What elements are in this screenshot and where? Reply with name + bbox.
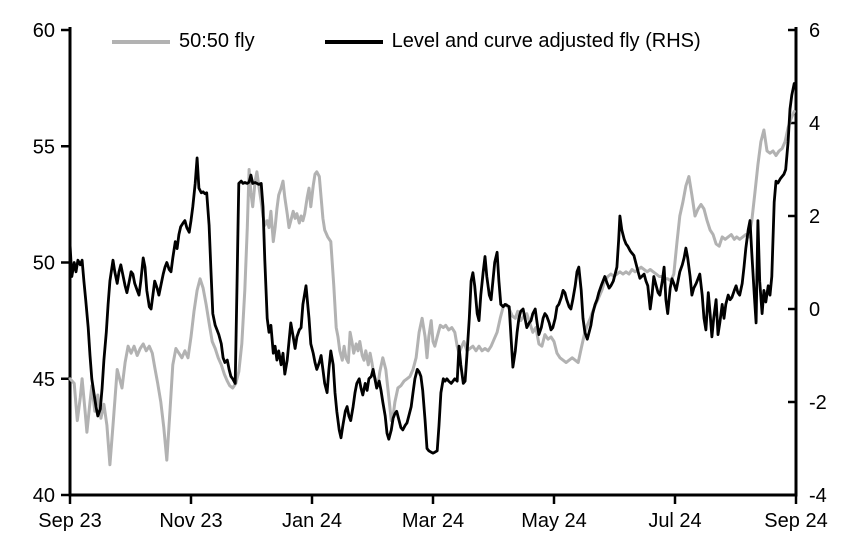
series-line-5050-fly [68, 109, 796, 467]
x-axis-tick-label: Sep 24 [764, 510, 827, 532]
x-axis-tick-label: Mar 24 [402, 510, 464, 532]
legend-item-5050-fly: 50:50 fly [112, 30, 255, 53]
legend-label-adjusted-fly: Level and curve adjusted fly (RHS) [391, 30, 701, 52]
right-axis-tick-label: 6 [809, 20, 820, 42]
right-axis-tick-label: 2 [809, 206, 820, 228]
black-line-sample-icon [324, 39, 383, 44]
legend-item-adjusted-fly: Level and curve adjusted fly (RHS) [324, 30, 701, 53]
gray-line-sample-icon [112, 39, 170, 44]
right-axis-tick-label: 0 [809, 299, 820, 321]
right-axis-tick-label: -2 [809, 392, 827, 414]
x-axis-tick-label: Sep 23 [38, 510, 101, 532]
left-axis-tick-label: 55 [33, 136, 55, 158]
x-axis-tick-label: Nov 23 [159, 510, 222, 532]
x-axis-tick-label: Jul 24 [648, 510, 701, 532]
right-axis-tick-label: -4 [809, 485, 827, 507]
x-axis-tick-label: May 24 [521, 510, 587, 532]
legend-label-5050-fly: 50:50 fly [179, 30, 255, 52]
series-line-adjusted-fly [68, 82, 796, 455]
left-axis-tick-label: 45 [33, 369, 55, 391]
left-axis-tick-label: 60 [33, 20, 55, 42]
right-axis-tick-label: 4 [809, 113, 820, 135]
left-axis-tick-label: 50 [33, 253, 55, 275]
x-axis-tick-label: Jan 24 [282, 510, 342, 532]
legend: 50:50 fly Level and curve adjusted fly (… [112, 30, 701, 53]
left-axis-tick-label: 40 [33, 485, 55, 507]
